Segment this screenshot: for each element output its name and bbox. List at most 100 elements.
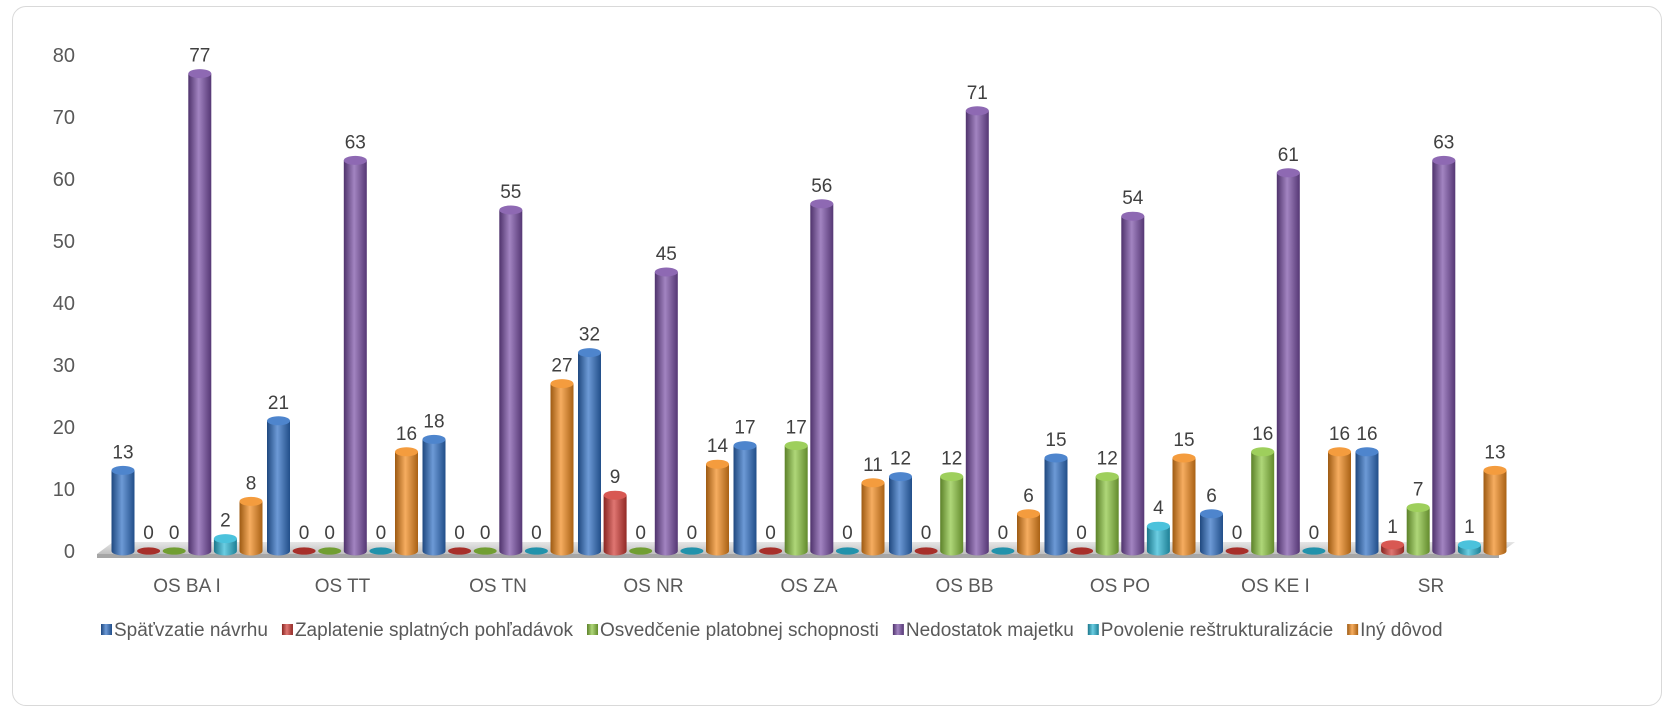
data-label: 56 (811, 176, 832, 197)
bar-top (1225, 547, 1249, 555)
bar (292, 547, 316, 555)
data-label: 12 (941, 449, 962, 470)
data-label: 13 (112, 442, 133, 463)
bar-top (629, 547, 653, 555)
bar-top (1457, 540, 1481, 550)
bar-top (1070, 547, 1094, 555)
bar-body (1432, 160, 1456, 556)
bar (1225, 547, 1249, 555)
legend-label: Nedostatok majetku (906, 620, 1074, 641)
bar-top (810, 199, 834, 209)
x-axis: OS BA I OS TT OS TN OS NR OS ZA OS BB OS PO OS … (153, 576, 1444, 597)
bar (1276, 168, 1300, 556)
bar-top (267, 416, 290, 426)
bar-top (343, 155, 367, 165)
data-label: 0 (921, 523, 932, 544)
data-label: 8 (246, 473, 257, 494)
category-label: OS TT (315, 576, 371, 597)
bar-top (188, 69, 212, 79)
data-label: 13 (1484, 442, 1505, 463)
data-label: 0 (480, 523, 491, 544)
data-label: 16 (1252, 424, 1273, 445)
bar-body (1251, 451, 1275, 556)
bar-top (292, 547, 316, 555)
legend-item: Späťvzatie návrhu (101, 620, 268, 641)
data-label: 16 (396, 424, 417, 445)
bar-body (422, 439, 446, 556)
legend-item: Nedostatok majetku (892, 620, 1074, 641)
legend-item: Iný dôvod (1347, 620, 1443, 641)
bar-top (213, 534, 237, 544)
bar (733, 441, 757, 556)
bar (188, 69, 212, 556)
bar-top (422, 434, 446, 444)
bar-top (1121, 211, 1145, 221)
data-label: 0 (635, 523, 646, 544)
bar-top (1381, 540, 1405, 550)
bar-top (473, 547, 497, 555)
y-tick-label: 0 (64, 541, 75, 563)
bar-top (499, 205, 523, 215)
data-label: 9 (610, 467, 621, 488)
bar (499, 205, 523, 556)
data-label: 2 (220, 511, 231, 532)
bar (680, 547, 704, 555)
data-label: 0 (324, 523, 335, 544)
bar-body (550, 383, 574, 556)
bar (422, 434, 446, 556)
bar-top (940, 472, 964, 482)
bar-top (550, 379, 574, 389)
bar (343, 155, 367, 556)
legend-item: Osvedčenie platobnej schopnosti (587, 620, 879, 641)
data-label: 0 (376, 523, 387, 544)
bar (1355, 447, 1379, 556)
bar (940, 472, 964, 556)
data-label: 27 (551, 356, 572, 377)
bar (318, 547, 342, 555)
bar-top (239, 496, 263, 506)
y-tick-label: 20 (53, 417, 75, 439)
bar-body (343, 160, 367, 556)
data-label: 0 (842, 523, 853, 544)
bar-body (1017, 513, 1040, 556)
bar-top (1276, 168, 1300, 178)
bar-top (524, 547, 548, 555)
bar (162, 547, 186, 555)
bar (448, 547, 472, 555)
data-label: 4 (1153, 498, 1164, 519)
data-label: 0 (143, 523, 154, 544)
bar (654, 267, 678, 556)
bar-top (318, 547, 342, 555)
data-label: 12 (1097, 449, 1118, 470)
bar (1328, 447, 1351, 556)
bar-body (706, 464, 729, 556)
bar (239, 496, 263, 556)
data-label: 12 (890, 449, 911, 470)
data-label: 54 (1122, 188, 1144, 209)
bar (1251, 447, 1275, 556)
bar-top (965, 106, 989, 116)
bar (395, 447, 418, 556)
y-tick-label: 60 (53, 169, 75, 191)
bar-top (759, 547, 783, 555)
bar-top (1328, 447, 1351, 457)
bar-body (1095, 476, 1119, 556)
legend-label: Späťvzatie návrhu (114, 620, 268, 641)
bar-body (965, 110, 989, 556)
bar (1200, 509, 1223, 556)
bar (991, 547, 1015, 555)
bar-body (267, 420, 290, 556)
legend-swatch (281, 624, 293, 635)
category-label: OS ZA (780, 576, 837, 597)
bar (1146, 521, 1170, 556)
bar (914, 547, 938, 555)
bar (550, 379, 574, 556)
bar (835, 547, 859, 555)
bar (1121, 211, 1145, 556)
bar (1017, 509, 1040, 556)
bar-top (578, 348, 601, 358)
legend-swatch (1347, 624, 1359, 635)
category-label: OS BA I (153, 576, 221, 597)
bar-top (654, 267, 678, 277)
category-label: SR (1418, 576, 1444, 597)
